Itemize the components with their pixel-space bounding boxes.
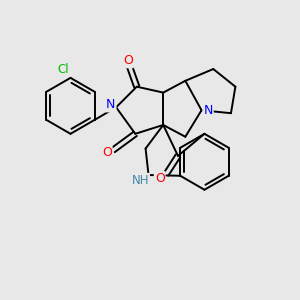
Text: O: O [155,172,165,185]
Text: N: N [203,104,213,117]
Text: NH: NH [131,174,149,187]
Text: N: N [106,98,116,111]
Text: Cl: Cl [57,63,69,76]
Text: O: O [102,146,112,159]
Text: O: O [123,54,133,67]
